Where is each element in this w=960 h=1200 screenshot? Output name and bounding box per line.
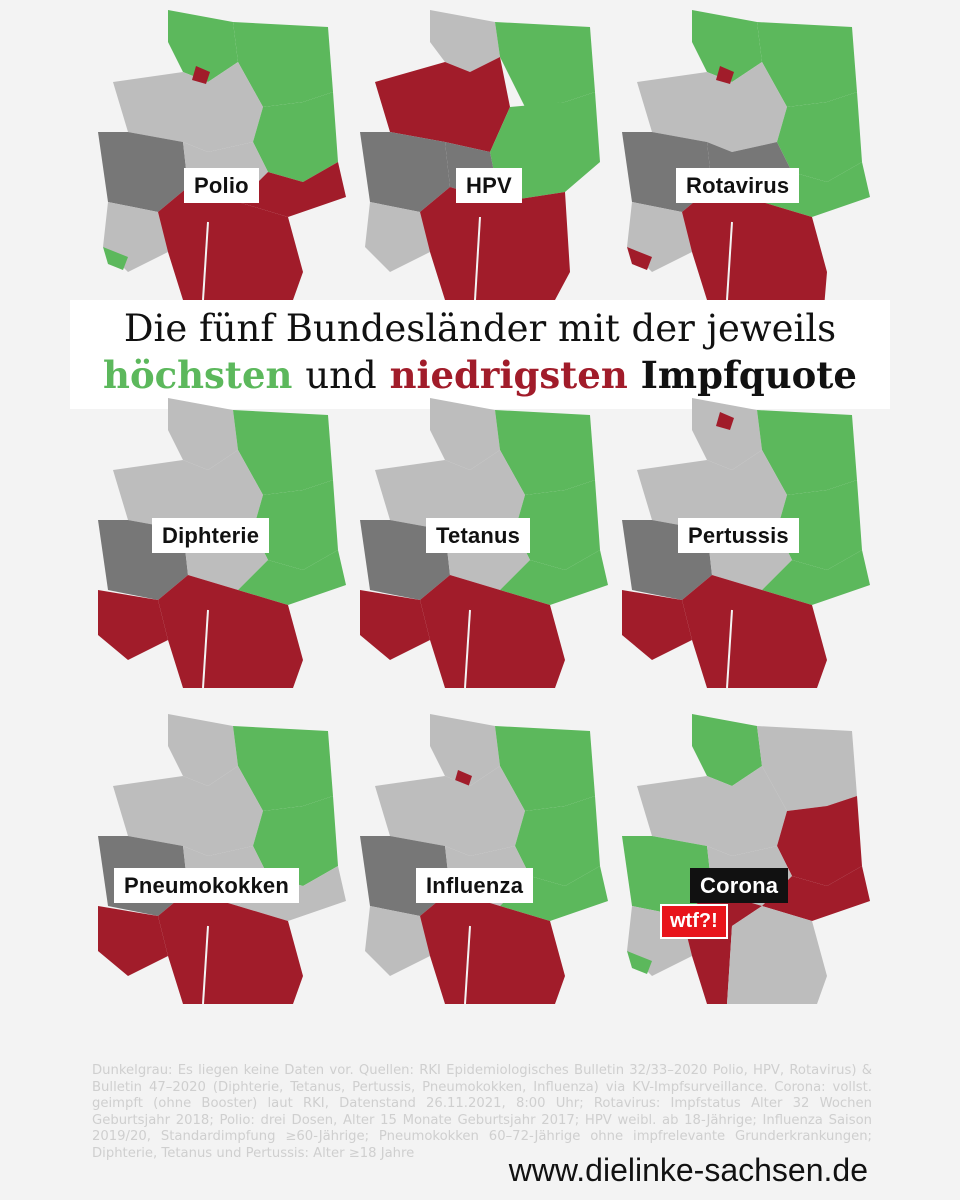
map-label: Pneumokokken bbox=[114, 868, 300, 903]
region-schleswig-holstein bbox=[168, 10, 238, 82]
map-label: Corona bbox=[690, 868, 789, 903]
germany-map bbox=[622, 714, 870, 1004]
headline-lowest: niedrigsten bbox=[389, 353, 628, 397]
map-label: Pertussis bbox=[678, 518, 799, 553]
germany-map bbox=[622, 10, 870, 302]
headline: Die fünf Bundesländer mit der jeweils hö… bbox=[70, 300, 890, 409]
headline-line-1: Die fünf Bundesländer mit der jeweils bbox=[123, 307, 837, 350]
germany-map bbox=[622, 398, 870, 689]
map-hpv: HPV bbox=[350, 2, 610, 302]
germany-map bbox=[98, 10, 346, 301]
corona-badge: wtf?! bbox=[660, 904, 728, 939]
region-saarland bbox=[103, 247, 128, 270]
germany-map bbox=[360, 714, 608, 1005]
map-polio: Polio bbox=[88, 2, 348, 302]
region-mecklenburg bbox=[233, 22, 333, 107]
map-label: Rotavirus bbox=[676, 168, 800, 203]
map-influenza: Influenza bbox=[350, 706, 610, 1006]
map-pneumokokken: Pneumokokken bbox=[88, 706, 348, 1006]
headline-line-2: höchsten und niedrigsten Impfquote bbox=[70, 352, 890, 399]
region-brandenburg bbox=[253, 92, 338, 182]
map-label: Diphterie bbox=[152, 518, 270, 553]
headline-rate: Impfquote bbox=[640, 353, 857, 397]
region-bayern-bw bbox=[158, 187, 303, 300]
map-label: Polio bbox=[184, 168, 259, 203]
germany-map bbox=[98, 714, 346, 1005]
map-corona: Corona wtf?! bbox=[612, 706, 872, 1006]
map-tetanus: Tetanus bbox=[350, 390, 610, 690]
germany-map bbox=[360, 10, 600, 301]
region-hamburg bbox=[192, 66, 210, 84]
website-url: www.dielinke-sachsen.de bbox=[508, 1152, 868, 1188]
map-rotavirus: Rotavirus bbox=[612, 2, 872, 302]
map-label: HPV bbox=[456, 168, 522, 203]
map-label: Tetanus bbox=[426, 518, 531, 553]
map-diphterie: Diphterie bbox=[88, 390, 348, 690]
headline-highest: höchsten bbox=[103, 353, 293, 397]
region-nrw bbox=[98, 132, 188, 212]
map-label: Influenza bbox=[416, 868, 534, 903]
region-niedersachsen bbox=[113, 62, 263, 152]
region-sachsen bbox=[238, 162, 346, 217]
headline-and: und bbox=[305, 354, 377, 397]
sources-text: Dunkelgrau: Es liegen keine Daten vor. Q… bbox=[92, 1063, 872, 1161]
map-pertussis: Pertussis bbox=[612, 390, 872, 690]
